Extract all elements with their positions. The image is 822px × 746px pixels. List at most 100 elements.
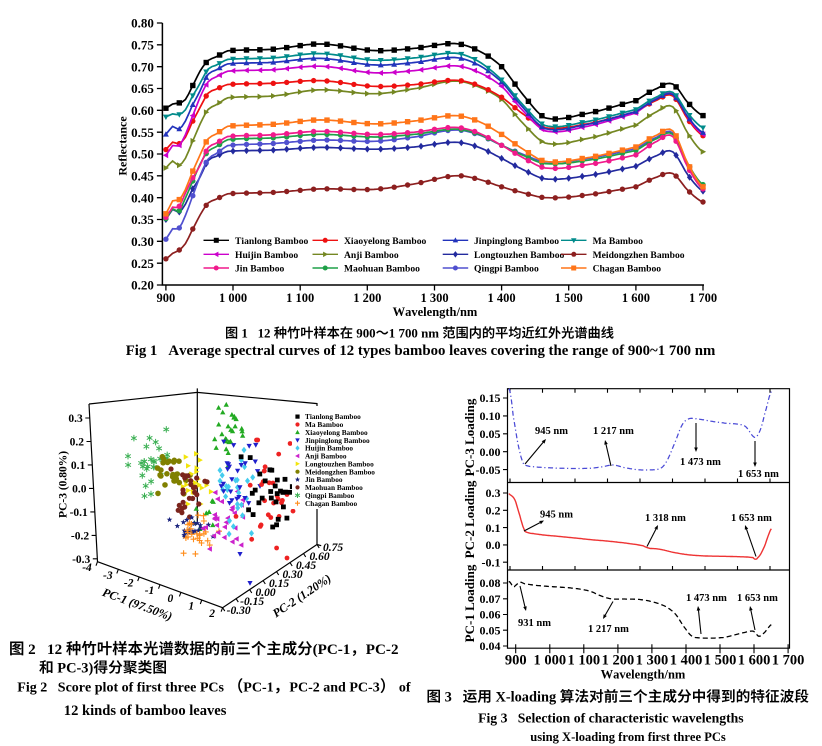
- svg-text:1 000: 1 000: [219, 291, 247, 305]
- svg-text:-1: -1: [145, 585, 155, 597]
- svg-text:Reflectance: Reflectance: [116, 116, 130, 176]
- svg-text:0.04: 0.04: [480, 639, 501, 653]
- svg-text:0.15: 0.15: [480, 391, 501, 405]
- svg-text:1 200: 1 200: [353, 291, 381, 305]
- svg-text:Fig 3 Selection of character: Fig 3 Selection of characteristic wavele…: [478, 711, 744, 726]
- svg-text:0.00: 0.00: [480, 445, 501, 459]
- svg-text:0.1: 0.1: [71, 460, 86, 472]
- svg-text:Tianlong Bamboo: Tianlong Bamboo: [305, 412, 361, 421]
- svg-text:PC-3): PC-3): [54, 661, 94, 677]
- svg-text:-0.05: -0.05: [476, 463, 501, 477]
- svg-text:1 400: 1 400: [670, 653, 703, 669]
- svg-text:1 100: 1 100: [286, 291, 314, 305]
- svg-text:PC-2 Loading: PC-2 Loading: [462, 480, 477, 558]
- svg-text:1 300: 1 300: [636, 653, 669, 669]
- svg-text:0.1: 0.1: [486, 521, 501, 535]
- svg-text:0.45: 0.45: [131, 168, 154, 183]
- svg-text:PC-1 Loading: PC-1 Loading: [462, 564, 477, 642]
- svg-text:0.0: 0.0: [486, 538, 501, 552]
- svg-text:Qingpi Bamboo: Qingpi Bamboo: [474, 264, 539, 275]
- svg-text:using X-loading from first thr: using X-loading from first three PCs: [530, 730, 726, 744]
- svg-text:-0.1: -0.1: [70, 507, 88, 519]
- svg-text:Chagan Bamboo: Chagan Bamboo: [305, 499, 357, 508]
- svg-text:-0.30: -0.30: [227, 605, 251, 617]
- svg-text:2: 2: [208, 608, 215, 620]
- svg-text:-4: -4: [82, 562, 92, 574]
- svg-text:PC-3 (0.80%): PC-3 (0.80%): [58, 451, 70, 518]
- svg-text:0.65: 0.65: [131, 81, 154, 96]
- svg-text:Jin Bamboo: Jin Bamboo: [305, 475, 343, 484]
- svg-text:Jinpinglong Bamboo: Jinpinglong Bamboo: [474, 236, 559, 247]
- svg-text:Huijin Bamboo: Huijin Bamboo: [235, 250, 298, 261]
- svg-text:-0.3: -0.3: [72, 554, 90, 566]
- svg-text:0.75: 0.75: [131, 37, 154, 52]
- svg-text:1 600: 1 600: [738, 653, 771, 669]
- svg-text:0.2: 0.2: [486, 504, 501, 518]
- svg-text:0.05: 0.05: [480, 624, 501, 638]
- svg-text:1 12: 1 12: [238, 326, 274, 341]
- svg-text:0.60: 0.60: [309, 551, 329, 563]
- svg-text:Anji Bamboo: Anji Bamboo: [344, 250, 399, 261]
- svg-text:1 700: 1 700: [689, 291, 717, 305]
- svg-text:0.3: 0.3: [68, 413, 83, 425]
- svg-text:12 kinds of bamboo leaves: 12 kinds of bamboo leaves: [64, 703, 227, 719]
- svg-text:Longtouzhen Bamboo: Longtouzhen Bamboo: [474, 250, 565, 261]
- svg-text:Jin Bamboo: Jin Bamboo: [235, 264, 285, 275]
- svg-text:1 400: 1 400: [488, 291, 516, 305]
- svg-text:1 500: 1 500: [555, 291, 583, 305]
- svg-text:0.80: 0.80: [131, 16, 154, 31]
- svg-text:-3: -3: [103, 570, 113, 582]
- svg-text:0.55: 0.55: [131, 125, 154, 140]
- svg-text:Fig 1 Average spectral curve: Fig 1 Average spectral curves of 12 type…: [126, 343, 716, 359]
- svg-text:PC-1: PC-1: [243, 680, 273, 696]
- svg-text:0.05: 0.05: [480, 427, 501, 441]
- svg-text:1 600: 1 600: [622, 291, 650, 305]
- svg-text:Wavelength/nm: Wavelength/nm: [393, 305, 478, 319]
- svg-text:0.25: 0.25: [131, 256, 154, 271]
- svg-text:Meidongzhen Bamboo: Meidongzhen Bamboo: [305, 467, 375, 476]
- svg-text:of: of: [395, 680, 411, 696]
- svg-text:-0.1: -0.1: [482, 555, 501, 569]
- svg-text:1 200: 1 200: [602, 653, 635, 669]
- svg-text:Maohuan Bamboo: Maohuan Bamboo: [305, 483, 363, 492]
- svg-text:1 700 nm: 1 700 nm: [389, 326, 443, 341]
- svg-text:Maohuan Bamboo: Maohuan Bamboo: [344, 264, 420, 275]
- svg-text:Qingpi Bamboo: Qingpi Bamboo: [305, 491, 355, 500]
- svg-text:Anji Bamboo: Anji Bamboo: [305, 452, 347, 461]
- svg-text:0.30: 0.30: [282, 569, 302, 581]
- svg-text:0.35: 0.35: [131, 212, 154, 227]
- svg-text:0.45: 0.45: [296, 560, 316, 572]
- svg-text:0.30: 0.30: [131, 234, 154, 249]
- svg-text:-2: -2: [124, 578, 134, 590]
- svg-text:X-loading: X-loading: [492, 690, 560, 706]
- svg-text:2 12: 2 12: [24, 642, 66, 658]
- svg-text:0.10: 0.10: [480, 409, 501, 423]
- svg-text:3: 3: [441, 690, 463, 706]
- svg-text:1 217 nm: 1 217 nm: [588, 624, 629, 635]
- svg-text:Xiaoyelong Bamboo: Xiaoyelong Bamboo: [305, 428, 368, 437]
- svg-text:0.75: 0.75: [323, 542, 343, 554]
- svg-text:900: 900: [505, 653, 527, 669]
- svg-text:Longtouzhen Bamboo: Longtouzhen Bamboo: [305, 459, 374, 468]
- svg-text:Chagan Bamboo: Chagan Bamboo: [593, 264, 662, 275]
- svg-text:0.06: 0.06: [480, 608, 501, 622]
- svg-text:1 318 nm: 1 318 nm: [645, 513, 686, 524]
- svg-text:0.07: 0.07: [480, 592, 501, 606]
- svg-text:1 700: 1 700: [772, 653, 805, 669]
- svg-text:0: 0: [168, 593, 174, 605]
- svg-text:Jinpinglong Bamboo: Jinpinglong Bamboo: [305, 436, 370, 445]
- svg-text:1 100: 1 100: [567, 653, 600, 669]
- svg-text:0.3: 0.3: [486, 486, 501, 500]
- svg-text:PC-3 Loading: PC-3 Loading: [462, 398, 477, 476]
- svg-text:0.15: 0.15: [269, 578, 289, 590]
- svg-text:0.00: 0.00: [256, 587, 276, 599]
- svg-text:0.40: 0.40: [131, 190, 154, 205]
- svg-text:0.0: 0.0: [72, 483, 87, 495]
- svg-text:1 300: 1 300: [420, 291, 448, 305]
- svg-text:(PC-1: (PC-1: [313, 642, 351, 658]
- svg-text:0.70: 0.70: [131, 59, 154, 74]
- svg-text:0.2: 0.2: [70, 437, 85, 449]
- svg-text:-0.2: -0.2: [71, 530, 89, 542]
- svg-text:-0.15: -0.15: [240, 596, 264, 608]
- svg-text:0.50: 0.50: [131, 147, 154, 162]
